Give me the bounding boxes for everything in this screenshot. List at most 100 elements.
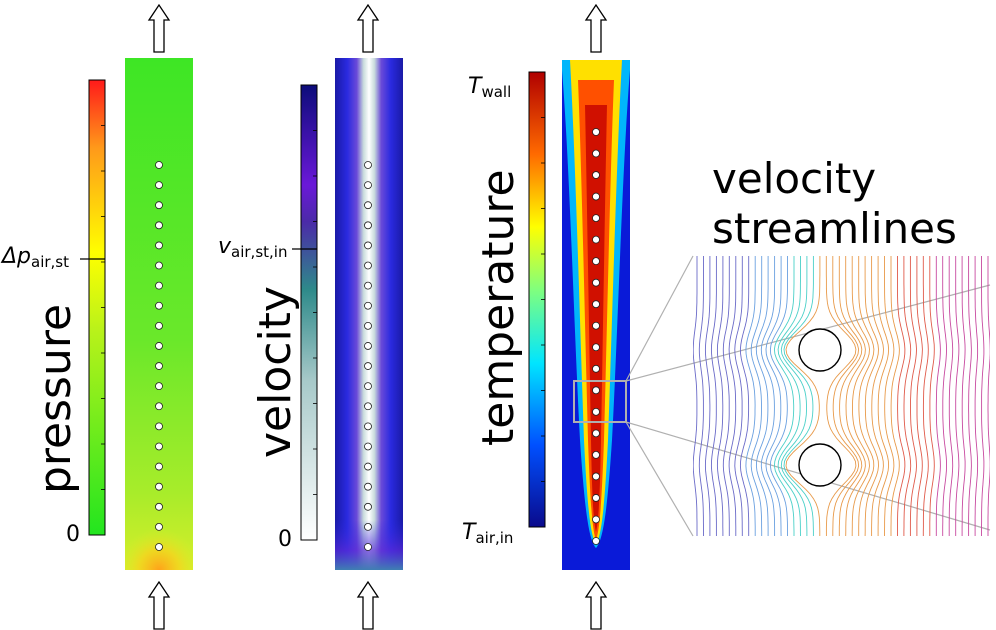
tube-dot xyxy=(592,450,600,459)
tube-dot xyxy=(592,386,600,395)
streamline xyxy=(890,256,900,536)
streamline xyxy=(948,256,954,536)
velocity-inlet-arrow xyxy=(356,580,380,630)
temperature-low-label: Tair,in xyxy=(462,522,513,546)
tube-dot xyxy=(364,442,372,451)
streamline xyxy=(858,256,875,536)
tube-dot xyxy=(155,543,163,551)
temperature-panel xyxy=(528,3,630,630)
streamline xyxy=(769,256,788,536)
velocity-outlet-arrow xyxy=(356,3,380,53)
streamline xyxy=(780,256,808,536)
streamline xyxy=(974,256,979,536)
tube-dot xyxy=(592,171,600,179)
streamline xyxy=(929,256,935,536)
zoom-box xyxy=(573,380,627,423)
streamline xyxy=(981,256,985,536)
tube-dot xyxy=(155,181,163,190)
temperature-low-subscript: air,in xyxy=(475,529,514,547)
tube-dot xyxy=(364,181,372,190)
tube-dot xyxy=(364,462,372,471)
streamline xyxy=(877,256,890,536)
streamline xyxy=(704,256,711,536)
tube-dot xyxy=(592,192,600,201)
velocity-mark-symbol: v xyxy=(218,234,232,259)
tube-dot xyxy=(592,321,600,330)
tube-dot xyxy=(364,201,372,210)
streamline xyxy=(710,256,717,536)
tube-dot xyxy=(364,502,372,511)
streamline xyxy=(734,256,743,536)
pressure-mark-label: Δpair,st xyxy=(2,246,69,270)
pressure-mark-subscript: air,st xyxy=(31,253,70,271)
streamline-set xyxy=(693,256,990,536)
pressure-mark-symbol: Δp xyxy=(2,244,32,269)
temperature-outlet-arrow xyxy=(584,3,608,53)
streamline xyxy=(739,256,750,536)
pressure-field xyxy=(125,58,193,570)
tube-dot xyxy=(592,257,600,266)
velocity-mark-label: vair,st,in xyxy=(218,236,287,260)
streamline xyxy=(698,256,704,536)
tube-dot xyxy=(364,402,372,411)
tube-dot xyxy=(155,281,163,290)
streamline xyxy=(783,256,814,536)
streamline xyxy=(935,256,941,536)
streamline xyxy=(961,256,966,536)
tube-dot xyxy=(364,301,372,310)
streamline xyxy=(955,256,960,536)
tube-dot xyxy=(364,321,372,330)
velocity-panel xyxy=(292,3,403,630)
streamline xyxy=(903,256,912,536)
streamline xyxy=(745,256,756,536)
streamline xyxy=(777,256,801,536)
hollow-arrow-up-icon xyxy=(147,3,171,53)
tube-dot xyxy=(592,494,600,502)
tube-dot xyxy=(155,221,163,230)
streamlines-title-line1: velocity xyxy=(712,154,877,203)
velocity-field xyxy=(335,58,403,570)
streamline xyxy=(716,256,724,536)
pressure-panel xyxy=(80,3,193,630)
pressure-inlet-arrow xyxy=(147,580,171,630)
tube-dot xyxy=(364,281,372,290)
streamline xyxy=(773,256,795,536)
streamline xyxy=(845,256,866,536)
tube-dot xyxy=(592,407,600,416)
streamline xyxy=(884,256,895,536)
velocity-zero-label: 0 xyxy=(278,529,292,551)
streamline xyxy=(909,256,917,536)
tube-dot xyxy=(364,342,372,350)
tube-dot xyxy=(592,149,600,158)
temperature-tube-dots xyxy=(592,128,600,545)
streamline xyxy=(838,256,863,536)
tube-dot xyxy=(364,482,372,491)
tube-dot xyxy=(155,402,163,411)
pressure-zero-value: 0 xyxy=(66,522,80,547)
streamline xyxy=(722,256,730,536)
tube-dot xyxy=(155,422,163,431)
hollow-arrow-up-icon xyxy=(356,3,380,53)
streamline xyxy=(968,256,972,536)
tube-dot xyxy=(364,422,372,431)
velocity-title: velocity xyxy=(250,286,301,458)
pressure-tube-dots xyxy=(155,161,163,551)
velocity-tube-dots xyxy=(364,161,372,551)
hollow-arrow-up-icon xyxy=(584,3,608,53)
tube-dot xyxy=(592,364,600,373)
tube-dot xyxy=(592,128,600,136)
hollow-arrow-up-icon xyxy=(147,580,171,630)
tube-dot xyxy=(364,221,372,230)
tube-dot xyxy=(155,442,163,451)
streamline xyxy=(942,256,947,536)
temperature-inlet-arrow xyxy=(584,580,608,630)
tube-dot xyxy=(364,241,372,250)
tube-dot xyxy=(155,321,163,330)
tube-dot xyxy=(155,362,163,370)
tube-dot xyxy=(155,482,163,491)
pressure-hotspot xyxy=(125,500,193,570)
temperature-low-symbol: T xyxy=(462,520,476,545)
tube-dot xyxy=(155,301,163,310)
tube-dot xyxy=(592,537,600,545)
